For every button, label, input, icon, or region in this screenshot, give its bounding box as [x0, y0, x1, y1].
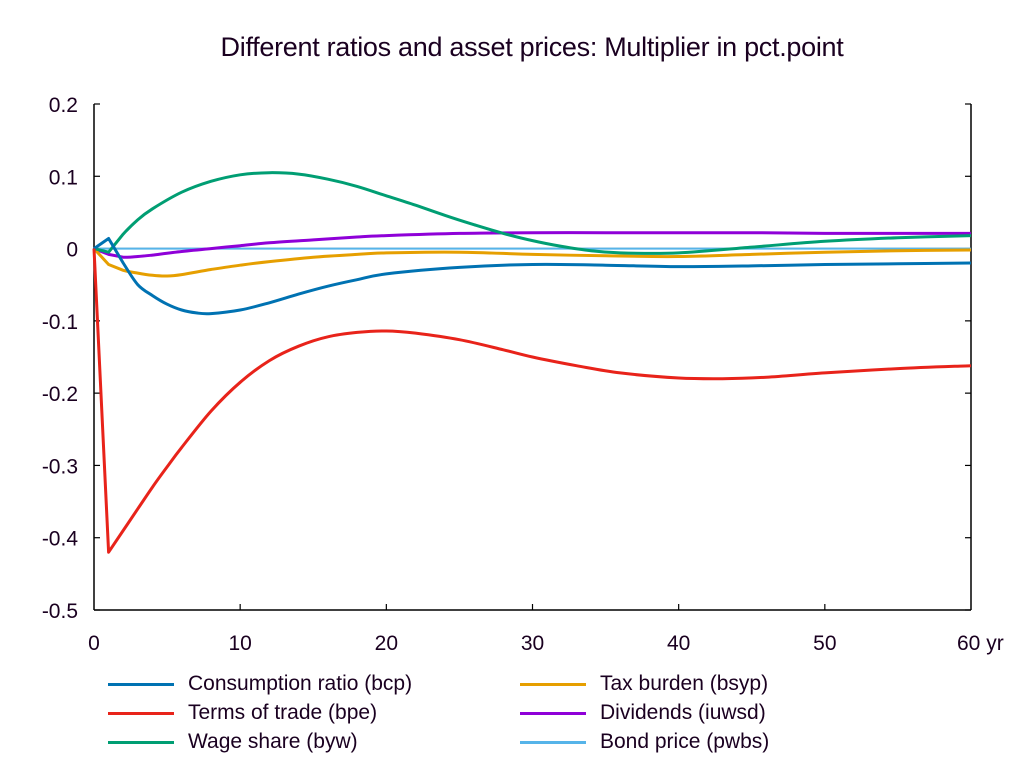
legend-item: Bond price (pwbs)	[520, 728, 769, 756]
series-line-consumption-ratio-bcp	[93, 237, 972, 316]
x-tick-label: 20	[375, 632, 398, 655]
chart-title: Different ratios and asset prices: Multi…	[220, 32, 844, 62]
x-tick-label: 60 yr	[957, 632, 1004, 655]
y-tick-label: -0.2	[42, 383, 78, 406]
legend-item: Wage share (byw)	[108, 728, 358, 756]
legend-label: Dividends (iuwsd)	[600, 701, 766, 724]
x-tick-label: 0	[88, 632, 100, 655]
x-tick-label: 50	[813, 632, 836, 655]
legend-swatch	[520, 682, 586, 686]
legend-swatch	[520, 711, 586, 715]
legend-label: Terms of trade (bpe)	[188, 701, 378, 724]
x-tick-label: 40	[667, 632, 690, 655]
legend-swatch	[520, 740, 586, 744]
legend-item: Tax burden (bsyp)	[520, 670, 768, 698]
series-line-tax-burden-bsyp	[92, 247, 972, 278]
y-tick-label: 0	[66, 239, 78, 262]
series-line-terms-of-trade-bpe	[92, 248, 972, 554]
y-tick-label: -0.5	[42, 600, 78, 623]
legend-item: Terms of trade (bpe)	[108, 699, 377, 727]
legend-label: Wage share (byw)	[188, 730, 358, 753]
legend-swatch	[108, 740, 174, 744]
y-tick-label: 0.2	[49, 94, 78, 117]
legend-label: Consumption ratio (bcp)	[188, 672, 413, 695]
y-tick-label: -0.4	[42, 528, 79, 551]
x-tick-label: 30	[521, 632, 544, 655]
y-tick-label: 0.1	[49, 166, 78, 189]
legend-swatch	[108, 711, 174, 715]
series-line-wage-share-byw	[93, 171, 972, 255]
legend-label: Tax burden (bsyp)	[600, 672, 769, 695]
y-tick-label: -0.3	[42, 455, 78, 478]
x-tick-label: 10	[228, 632, 251, 655]
legend-item: Consumption ratio (bcp)	[108, 670, 412, 698]
series-line-dividends-iuwsd	[93, 231, 971, 259]
legend-swatch	[108, 682, 174, 686]
series-layer	[92, 171, 972, 554]
y-tick-label: -0.1	[42, 311, 78, 334]
axes: 0.2 0.1 0 -0.1 -0.2 -0.3 -0.4 -0.5 0 10 20 30 40 50 60…	[42, 94, 1004, 655]
legend-label: Bond price (pwbs)	[600, 730, 770, 753]
legend-item: Dividends (iuwsd)	[520, 699, 766, 727]
